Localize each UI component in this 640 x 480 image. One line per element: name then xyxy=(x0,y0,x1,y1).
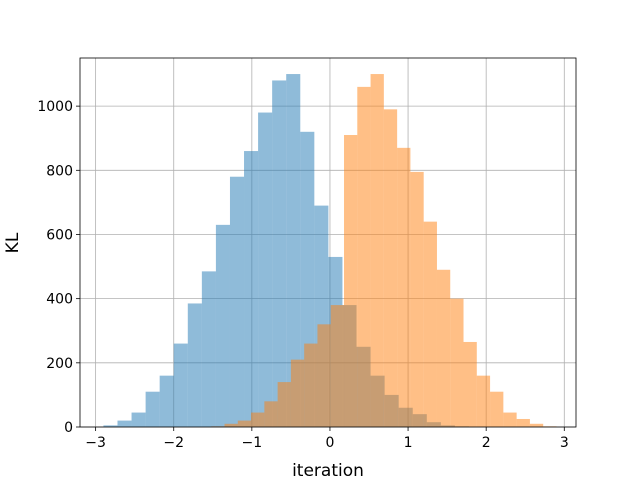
histogram-bar xyxy=(397,147,411,427)
x-tick-label: 1 xyxy=(404,435,413,451)
histogram-bar xyxy=(187,303,202,427)
series-1-bars xyxy=(211,74,557,428)
histogram-bar xyxy=(304,343,318,427)
x-tick-label: −2 xyxy=(163,435,184,451)
histogram-bar xyxy=(476,375,491,427)
x-tick-label: 3 xyxy=(560,435,569,451)
histogram-bar xyxy=(516,418,530,427)
histogram-bar xyxy=(370,74,384,427)
histogram-bar xyxy=(423,221,437,427)
histogram-bar xyxy=(251,412,265,427)
histogram-bar xyxy=(145,391,160,427)
histogram-bar xyxy=(503,412,517,427)
histogram-bar xyxy=(244,151,259,427)
histogram-bar xyxy=(258,112,273,428)
histogram-bar xyxy=(436,269,451,427)
plot-frame xyxy=(79,57,577,428)
histogram-bar xyxy=(490,391,504,427)
histogram-bar xyxy=(450,298,464,427)
histogram-bar xyxy=(103,425,118,427)
histogram-bar xyxy=(317,324,331,427)
histogram-bar xyxy=(529,423,544,427)
histogram-bar xyxy=(357,86,371,427)
x-axis-label: iteration xyxy=(292,461,364,480)
y-tick-label: 400 xyxy=(46,292,73,308)
histogram-bar xyxy=(286,74,301,427)
histogram-bar xyxy=(463,341,477,427)
y-tick-label: 800 xyxy=(46,163,73,179)
x-tick-label: 0 xyxy=(325,435,334,451)
histogram-bar xyxy=(173,343,188,427)
histogram-bar xyxy=(290,359,305,427)
histogram-bar xyxy=(224,423,238,427)
histogram-bar xyxy=(131,412,146,427)
y-tick-label: 600 xyxy=(46,227,73,243)
histogram-bar xyxy=(410,171,424,427)
y-tick-label: 1000 xyxy=(37,99,73,115)
x-tick-label: 2 xyxy=(482,435,491,451)
y-tick-label: 0 xyxy=(64,420,73,436)
x-tick-label: −3 xyxy=(85,435,106,451)
histogram-bar xyxy=(215,224,230,427)
histogram-bar xyxy=(201,271,216,427)
y-axis-ticks: 0 200 400 600 800 1000 xyxy=(37,99,80,436)
histogram-bar xyxy=(330,305,345,427)
histogram-bar xyxy=(344,135,358,427)
x-tick-label: −1 xyxy=(242,435,263,451)
y-axis-label: KL xyxy=(3,232,23,253)
x-axis-ticks: −3 −2 −1 0 1 2 3 xyxy=(85,427,569,451)
histogram-bar xyxy=(383,109,398,428)
y-tick-label: 200 xyxy=(46,356,73,372)
series-0-bars xyxy=(103,74,469,428)
histogram-bar xyxy=(237,420,252,427)
histogram-bar xyxy=(229,176,245,427)
histogram-bar xyxy=(264,401,278,427)
histogram-bars xyxy=(103,74,557,428)
histogram-bar xyxy=(159,375,174,427)
histogram-bar xyxy=(277,382,291,427)
histogram-bar xyxy=(117,420,132,427)
histogram-bar xyxy=(272,80,287,427)
